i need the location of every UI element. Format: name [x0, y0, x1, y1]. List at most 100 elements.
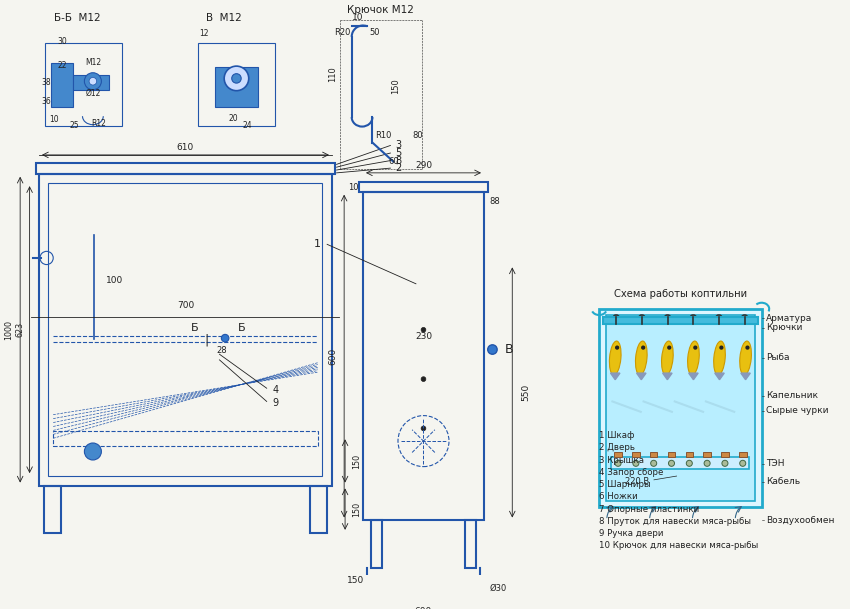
Text: 10: 10 [49, 116, 59, 124]
Circle shape [740, 460, 745, 466]
Circle shape [668, 346, 671, 349]
Circle shape [746, 346, 749, 349]
Polygon shape [715, 373, 724, 380]
Text: 2 Дверь: 2 Дверь [599, 443, 635, 452]
Circle shape [221, 334, 229, 342]
Circle shape [224, 66, 249, 91]
Bar [39, 174, 332, 485]
Text: 5: 5 [395, 148, 401, 158]
Text: Ø30: Ø30 [490, 584, 507, 593]
Text: 700: 700 [177, 301, 194, 311]
Text: Сырые чурки: Сырые чурки [767, 406, 829, 415]
Bar [606, 315, 755, 501]
Bar [37, 163, 335, 174]
Text: В  М12: В М12 [207, 13, 242, 23]
Text: 100: 100 [106, 276, 123, 285]
Text: Б: Б [191, 323, 199, 333]
Bar [668, 451, 675, 457]
Ellipse shape [636, 341, 647, 375]
Text: Крючок М12: Крючок М12 [347, 5, 413, 15]
Circle shape [488, 345, 497, 354]
Circle shape [720, 346, 722, 349]
Text: 2: 2 [395, 163, 401, 173]
Text: Арматура: Арматура [767, 314, 813, 323]
Circle shape [84, 72, 101, 90]
Text: M12: M12 [85, 58, 101, 67]
Text: 80: 80 [412, 130, 423, 139]
Text: 28: 28 [216, 346, 227, 355]
Text: 150: 150 [352, 502, 361, 516]
Text: Капельник: Капельник [767, 391, 819, 400]
Bar [599, 309, 762, 507]
Text: 12: 12 [200, 29, 209, 38]
Bar [310, 485, 327, 533]
Text: 5 Шарниры: 5 Шарниры [599, 480, 651, 489]
Text: Ø12: Ø12 [85, 89, 100, 98]
Circle shape [232, 74, 241, 83]
Bar [721, 451, 728, 457]
Circle shape [704, 460, 710, 466]
Text: 600: 600 [328, 348, 337, 365]
Text: 8: 8 [395, 155, 401, 166]
Text: 4: 4 [272, 385, 279, 395]
Text: 30: 30 [58, 37, 67, 46]
Text: Крючки: Крючки [767, 323, 802, 333]
Text: 6 Ножки: 6 Ножки [599, 492, 638, 501]
Bar [371, 521, 382, 568]
Text: 38: 38 [42, 78, 51, 86]
Text: 60: 60 [388, 157, 399, 166]
Polygon shape [741, 373, 751, 380]
Ellipse shape [609, 341, 621, 375]
Bar [45, 43, 122, 125]
Bar [603, 317, 758, 324]
Bar [650, 451, 657, 457]
Bar [363, 192, 484, 521]
Circle shape [421, 377, 426, 381]
Text: 220 В: 220 В [625, 477, 649, 486]
Text: Воздухообмен: Воздухообмен [767, 516, 835, 525]
Text: 3: 3 [395, 141, 401, 150]
Bar [611, 457, 750, 470]
Ellipse shape [688, 341, 700, 375]
Bar [686, 451, 693, 457]
Text: Б-Б  М12: Б-Б М12 [54, 13, 101, 23]
Bar [465, 521, 476, 568]
Text: R10: R10 [376, 130, 392, 139]
Text: 550: 550 [521, 384, 530, 401]
Ellipse shape [714, 341, 725, 375]
Polygon shape [663, 373, 672, 380]
Circle shape [722, 460, 728, 466]
Text: 623: 623 [15, 322, 25, 337]
Ellipse shape [740, 341, 751, 375]
Text: ТЭН: ТЭН [767, 459, 785, 468]
Text: Кабель: Кабель [767, 477, 801, 486]
Polygon shape [637, 373, 646, 380]
Text: Б: Б [238, 323, 246, 333]
Text: 3 Крышка: 3 Крышка [599, 456, 644, 465]
Bar [703, 451, 711, 457]
Text: 9: 9 [272, 398, 279, 408]
Text: 150: 150 [352, 453, 361, 468]
Text: 10: 10 [348, 183, 359, 191]
Bar [632, 451, 640, 457]
Polygon shape [610, 373, 620, 380]
Text: В: В [505, 343, 513, 356]
Text: 150: 150 [347, 576, 364, 585]
Text: 600: 600 [415, 607, 432, 609]
Bar [73, 75, 109, 90]
Text: R20: R20 [334, 27, 350, 37]
Circle shape [615, 346, 619, 349]
Text: 150: 150 [391, 78, 399, 94]
Circle shape [421, 426, 426, 431]
Bar [615, 451, 622, 457]
Text: Рыба: Рыба [767, 353, 790, 362]
Text: 50: 50 [369, 27, 380, 37]
Bar [43, 485, 60, 533]
Text: 610: 610 [177, 143, 194, 152]
Text: 1: 1 [314, 239, 321, 249]
Bar [739, 451, 746, 457]
Text: 22: 22 [58, 61, 67, 69]
Text: 10: 10 [352, 13, 363, 23]
Text: 8 Пруток для навески мяса-рыбы: 8 Пруток для навески мяса-рыбы [599, 517, 751, 526]
Bar [48, 183, 322, 476]
